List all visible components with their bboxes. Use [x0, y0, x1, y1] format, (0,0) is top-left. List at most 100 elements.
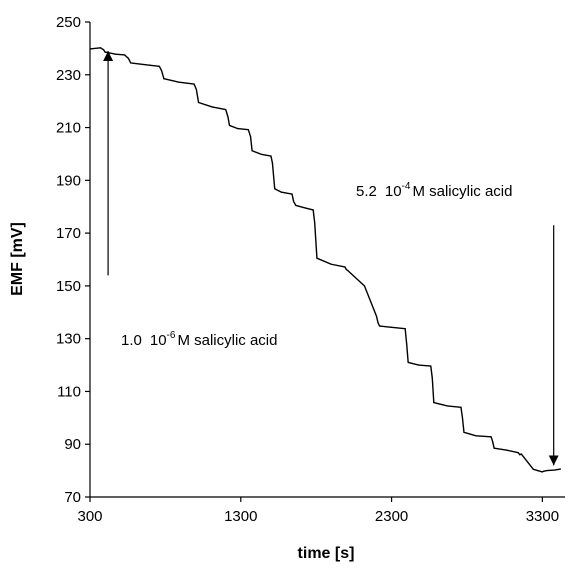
data-point: [249, 136, 252, 138]
data-point: [493, 447, 495, 449]
y-tick-label: 110: [57, 383, 81, 400]
y-tick-label: 70: [64, 489, 81, 506]
data-point: [505, 449, 507, 451]
y-tick-label: 150: [56, 278, 81, 295]
series-points: [89, 47, 562, 473]
annotation-start-coef: 1.0: [121, 332, 142, 349]
data-point: [431, 377, 433, 379]
x-ticks: 300 1300 2300 3300: [77, 497, 559, 525]
axes: 70 90 110 130 150 170 190 210 230 250 300 1300 2300…: [56, 14, 565, 525]
annotation-end-base10: 10: [385, 183, 402, 200]
data-point: [270, 155, 272, 157]
y-ticks: 70 90 110 130 150 170 190 210 230 250: [56, 14, 90, 506]
data-point: [541, 471, 543, 473]
data-point: [546, 470, 548, 472]
y-tick-label: 230: [56, 67, 81, 84]
data-point: [347, 269, 349, 272]
data-point: [314, 221, 316, 224]
annotation-end-coef: 5.2: [356, 183, 377, 200]
annotation-start-rest: M salicylic acid: [177, 332, 277, 349]
data-point: [305, 207, 307, 209]
data-point: [251, 150, 253, 152]
data-point: [460, 406, 462, 408]
data-point: [378, 325, 381, 327]
data-point: [553, 469, 556, 471]
x-tick-label: 2300: [375, 508, 408, 525]
y-tick-label: 190: [56, 172, 81, 189]
data-point: [404, 328, 406, 330]
data-point: [475, 435, 477, 437]
series-layer: [89, 47, 562, 473]
data-point: [161, 70, 163, 72]
data-point: [295, 204, 297, 207]
data-point: [261, 153, 263, 156]
data-point: [292, 200, 295, 203]
annotation-end-rest: M salicylic acid: [412, 183, 512, 200]
data-point: [519, 454, 521, 456]
data-point: [193, 83, 195, 85]
y-tick-label: 210: [56, 120, 81, 137]
x-tick-label: 300: [77, 508, 102, 525]
x-tick-label: 1300: [224, 508, 257, 525]
data-point: [130, 62, 132, 64]
data-point: [520, 453, 522, 455]
data-point: [271, 162, 274, 164]
data-point: [89, 48, 91, 50]
data-point: [237, 128, 239, 130]
data-point: [225, 109, 227, 111]
data-point: [99, 47, 102, 49]
annotation-start-label: 1.0 10-6 M salicylic acid: [121, 330, 277, 349]
annotation-end: 5.2 10-4 M salicylic acid: [356, 181, 559, 466]
data-point: [102, 49, 105, 51]
data-point: [407, 361, 409, 364]
data-point: [532, 468, 534, 470]
data-point: [247, 129, 249, 131]
data-point: [158, 65, 160, 67]
data-point: [363, 285, 366, 287]
data-point: [274, 188, 276, 190]
data-point: [390, 326, 393, 328]
data-point: [280, 191, 283, 193]
data-point: [163, 78, 165, 80]
data-point: [124, 54, 126, 56]
data-point: [490, 436, 492, 438]
data-point: [433, 401, 435, 404]
y-tick-label: 130: [56, 331, 81, 348]
data-point: [463, 431, 465, 433]
data-point: [291, 193, 293, 195]
data-point: [406, 343, 408, 345]
y-tick-label: 90: [64, 436, 81, 453]
data-point: [178, 81, 180, 83]
data-point: [330, 263, 332, 265]
data-point: [228, 124, 231, 127]
annotation-start-exp: -6: [167, 330, 176, 341]
data-point: [316, 257, 318, 259]
data-point: [461, 417, 464, 419]
data-point: [197, 101, 200, 104]
x-axis-title: time [s]: [298, 545, 355, 562]
data-point: [492, 440, 494, 443]
data-point: [543, 470, 545, 472]
data-point: [227, 116, 229, 118]
annotation-end-exp: -4: [402, 181, 411, 192]
data-point: [418, 364, 420, 366]
series-line: [89, 47, 561, 473]
annotation-end-label: 5.2 10-4 M salicylic acid: [356, 181, 512, 200]
data-point: [559, 468, 562, 470]
data-point: [115, 53, 117, 55]
data-point: [345, 268, 347, 271]
data-point: [211, 106, 213, 108]
data-point: [127, 57, 130, 60]
y-axis-title: EMF [mV]: [9, 222, 26, 296]
data-point: [104, 51, 106, 53]
data-point: [517, 452, 519, 454]
y-tick-label: 170: [56, 225, 81, 242]
data-point: [377, 322, 379, 324]
data-point: [375, 315, 378, 317]
data-point: [344, 266, 346, 268]
data-point: [430, 365, 432, 367]
annotation-start: 1.0 10-6 M salicylic acid: [103, 51, 277, 349]
x-tick-label: 3300: [526, 508, 559, 525]
data-point: [312, 209, 314, 211]
